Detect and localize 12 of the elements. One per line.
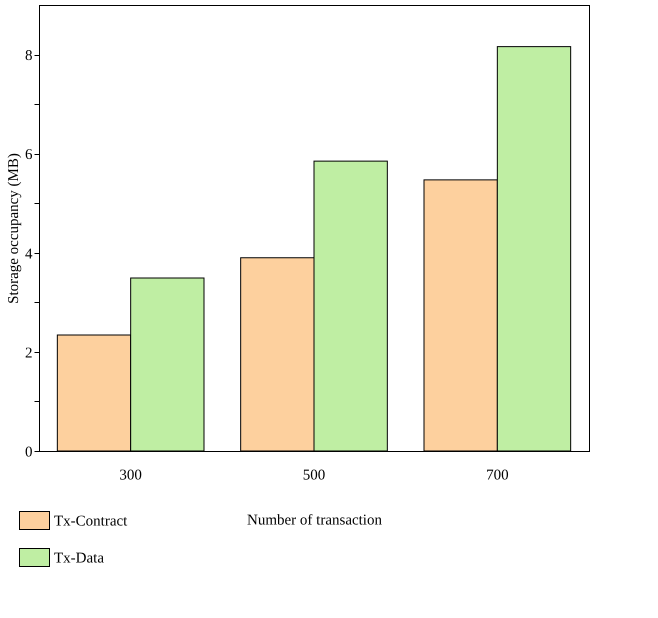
x-tick-label: 700 (486, 468, 509, 484)
y-tick-label: 0 (25, 444, 32, 460)
y-tick-label: 2 (25, 345, 32, 362)
y-tick-label: 4 (25, 246, 33, 262)
legend-label: Tx-Data (54, 550, 104, 566)
y-axis-title: Storage occupancy (MB) (6, 153, 22, 304)
y-tick-label: 6 (25, 147, 33, 164)
y-tick-label: 8 (25, 48, 32, 64)
legend-label: Tx-Contract (54, 514, 128, 530)
x-axis-title: Number of transaction (247, 512, 382, 528)
x-tick-label: 300 (119, 468, 142, 484)
x-tick-label: 500 (302, 468, 326, 484)
